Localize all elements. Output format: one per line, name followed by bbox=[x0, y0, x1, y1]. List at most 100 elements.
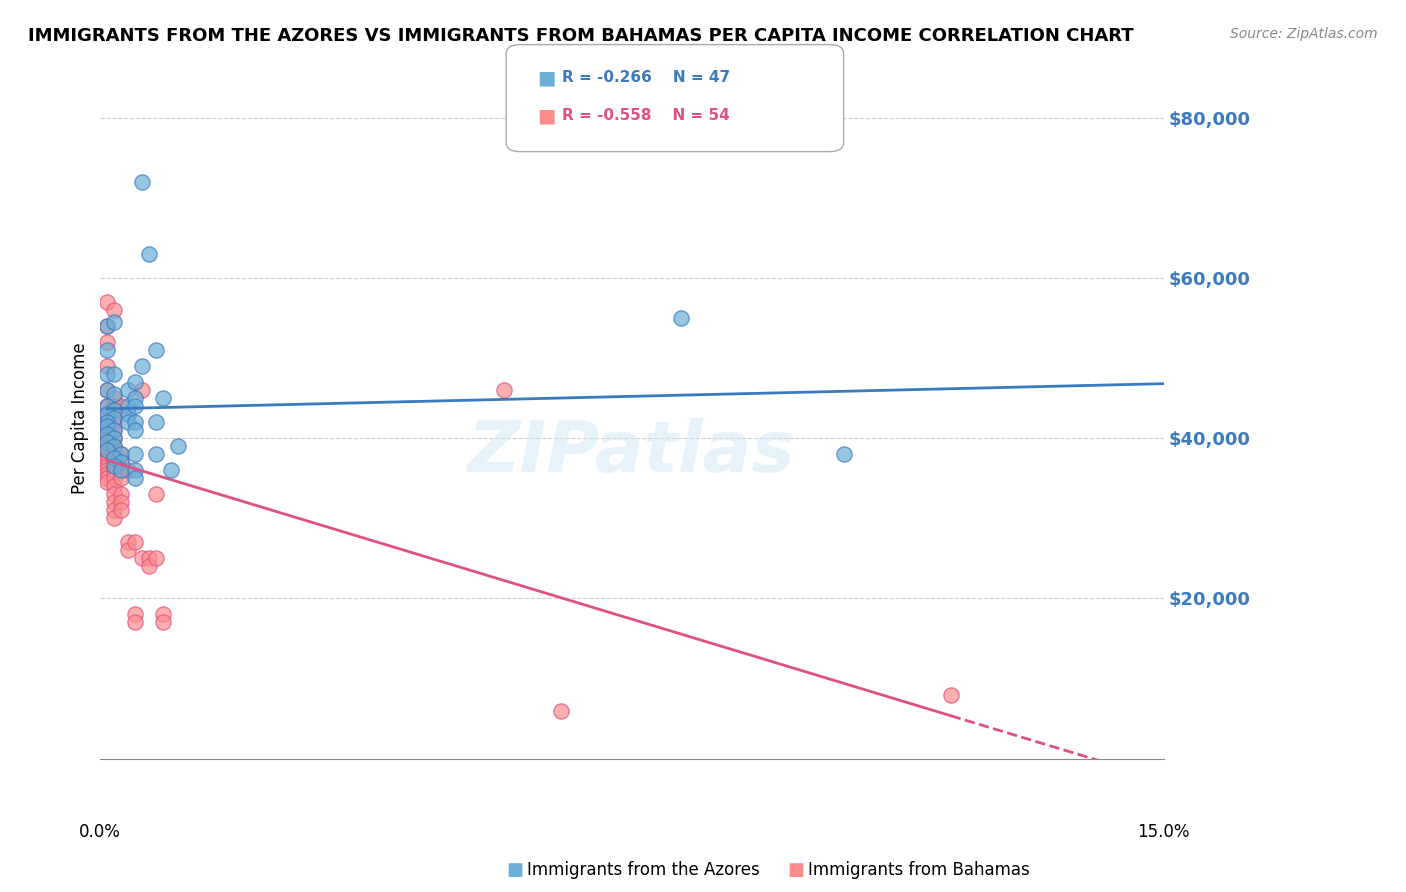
Immigrants from the Azores bbox=[117, 399, 139, 413]
Text: ZIPatlas: ZIPatlas bbox=[468, 417, 796, 487]
Immigrants from Bahamas bbox=[110, 487, 132, 501]
Text: IMMIGRANTS FROM THE AZORES VS IMMIGRANTS FROM BAHAMAS PER CAPITA INCOME CORRELAT: IMMIGRANTS FROM THE AZORES VS IMMIGRANTS… bbox=[28, 27, 1133, 45]
Immigrants from Bahamas bbox=[103, 511, 125, 525]
Immigrants from Bahamas bbox=[492, 383, 515, 397]
Immigrants from the Azores bbox=[159, 463, 181, 477]
Text: 0.0%: 0.0% bbox=[79, 822, 121, 841]
Immigrants from Bahamas bbox=[110, 399, 132, 413]
Immigrants from Bahamas bbox=[96, 399, 118, 413]
Immigrants from Bahamas bbox=[103, 407, 125, 421]
Text: Immigrants from the Azores: Immigrants from the Azores bbox=[527, 861, 761, 879]
Immigrants from Bahamas bbox=[103, 471, 125, 485]
Immigrants from the Azores bbox=[124, 463, 146, 477]
Immigrants from Bahamas bbox=[96, 451, 118, 466]
Immigrants from the Azores bbox=[131, 175, 153, 189]
Immigrants from Bahamas bbox=[96, 407, 118, 421]
Immigrants from the Azores bbox=[124, 375, 146, 389]
Immigrants from the Azores bbox=[145, 447, 167, 461]
Immigrants from Bahamas bbox=[103, 503, 125, 517]
Immigrants from the Azores bbox=[96, 415, 118, 429]
Immigrants from Bahamas bbox=[103, 463, 125, 477]
Text: ■: ■ bbox=[506, 861, 523, 879]
Immigrants from Bahamas bbox=[96, 447, 118, 461]
Immigrants from Bahamas bbox=[96, 431, 118, 445]
Immigrants from Bahamas bbox=[939, 688, 962, 702]
Immigrants from the Azores bbox=[124, 399, 146, 413]
Immigrants from Bahamas bbox=[96, 427, 118, 442]
Immigrants from Bahamas bbox=[131, 383, 153, 397]
Immigrants from the Azores bbox=[96, 383, 118, 397]
Text: Source: ZipAtlas.com: Source: ZipAtlas.com bbox=[1230, 27, 1378, 41]
Immigrants from the Azores bbox=[124, 471, 146, 485]
Immigrants from Bahamas bbox=[96, 443, 118, 458]
Immigrants from the Azores bbox=[110, 447, 132, 461]
Immigrants from the Azores bbox=[834, 447, 856, 461]
Immigrants from Bahamas bbox=[96, 411, 118, 425]
Immigrants from Bahamas bbox=[103, 479, 125, 493]
Immigrants from Bahamas bbox=[96, 459, 118, 474]
Immigrants from the Azores bbox=[96, 367, 118, 381]
Immigrants from Bahamas bbox=[103, 302, 125, 317]
Immigrants from Bahamas bbox=[103, 431, 125, 445]
Immigrants from Bahamas bbox=[124, 615, 146, 630]
Immigrants from the Azores bbox=[110, 455, 132, 469]
Immigrants from Bahamas bbox=[96, 334, 118, 349]
Immigrants from Bahamas bbox=[124, 607, 146, 622]
Immigrants from the Azores bbox=[103, 423, 125, 437]
Text: 15.0%: 15.0% bbox=[1137, 822, 1189, 841]
Immigrants from the Azores bbox=[152, 391, 174, 405]
Immigrants from the Azores bbox=[103, 451, 125, 466]
Immigrants from the Azores bbox=[103, 387, 125, 401]
Immigrants from the Azores bbox=[145, 415, 167, 429]
Y-axis label: Per Capita Income: Per Capita Income bbox=[72, 343, 89, 494]
Immigrants from Bahamas bbox=[138, 551, 160, 566]
Immigrants from the Azores bbox=[124, 423, 146, 437]
Immigrants from the Azores bbox=[124, 447, 146, 461]
Immigrants from Bahamas bbox=[152, 615, 174, 630]
Immigrants from Bahamas bbox=[103, 391, 125, 405]
Immigrants from Bahamas bbox=[103, 439, 125, 453]
Immigrants from the Azores bbox=[96, 407, 118, 421]
Immigrants from Bahamas bbox=[96, 475, 118, 490]
Immigrants from the Azores bbox=[103, 431, 125, 445]
Immigrants from Bahamas bbox=[96, 467, 118, 482]
Immigrants from Bahamas bbox=[110, 471, 132, 485]
Text: ■: ■ bbox=[537, 68, 555, 87]
Text: ■: ■ bbox=[537, 106, 555, 126]
Immigrants from Bahamas bbox=[96, 383, 118, 397]
Immigrants from Bahamas bbox=[110, 495, 132, 509]
Immigrants from Bahamas bbox=[117, 535, 139, 549]
Immigrants from the Azores bbox=[117, 415, 139, 429]
Immigrants from Bahamas bbox=[96, 415, 118, 429]
Immigrants from the Azores bbox=[131, 359, 153, 373]
Immigrants from the Azores bbox=[103, 403, 125, 417]
Immigrants from the Azores bbox=[96, 343, 118, 357]
Immigrants from the Azores bbox=[103, 367, 125, 381]
Immigrants from the Azores bbox=[166, 439, 188, 453]
Text: Immigrants from Bahamas: Immigrants from Bahamas bbox=[808, 861, 1031, 879]
Text: R = -0.558    N = 54: R = -0.558 N = 54 bbox=[562, 109, 730, 123]
Immigrants from Bahamas bbox=[96, 471, 118, 485]
Immigrants from Bahamas bbox=[131, 551, 153, 566]
Immigrants from the Azores bbox=[103, 439, 125, 453]
Immigrants from the Azores bbox=[138, 246, 160, 260]
Immigrants from Bahamas bbox=[124, 535, 146, 549]
Immigrants from the Azores bbox=[145, 343, 167, 357]
Immigrants from the Azores bbox=[671, 310, 693, 325]
Immigrants from Bahamas bbox=[152, 607, 174, 622]
Text: ■: ■ bbox=[787, 861, 804, 879]
Immigrants from Bahamas bbox=[110, 447, 132, 461]
Immigrants from Bahamas bbox=[96, 318, 118, 333]
Immigrants from Bahamas bbox=[103, 415, 125, 429]
Immigrants from Bahamas bbox=[103, 487, 125, 501]
Immigrants from Bahamas bbox=[110, 463, 132, 477]
Immigrants from Bahamas bbox=[138, 559, 160, 574]
Immigrants from Bahamas bbox=[96, 463, 118, 477]
Immigrants from Bahamas bbox=[103, 495, 125, 509]
Immigrants from Bahamas bbox=[96, 439, 118, 453]
Immigrants from Bahamas bbox=[110, 503, 132, 517]
Text: R = -0.266    N = 47: R = -0.266 N = 47 bbox=[562, 70, 731, 85]
Immigrants from the Azores bbox=[110, 463, 132, 477]
Immigrants from Bahamas bbox=[117, 463, 139, 477]
Immigrants from the Azores bbox=[96, 443, 118, 458]
